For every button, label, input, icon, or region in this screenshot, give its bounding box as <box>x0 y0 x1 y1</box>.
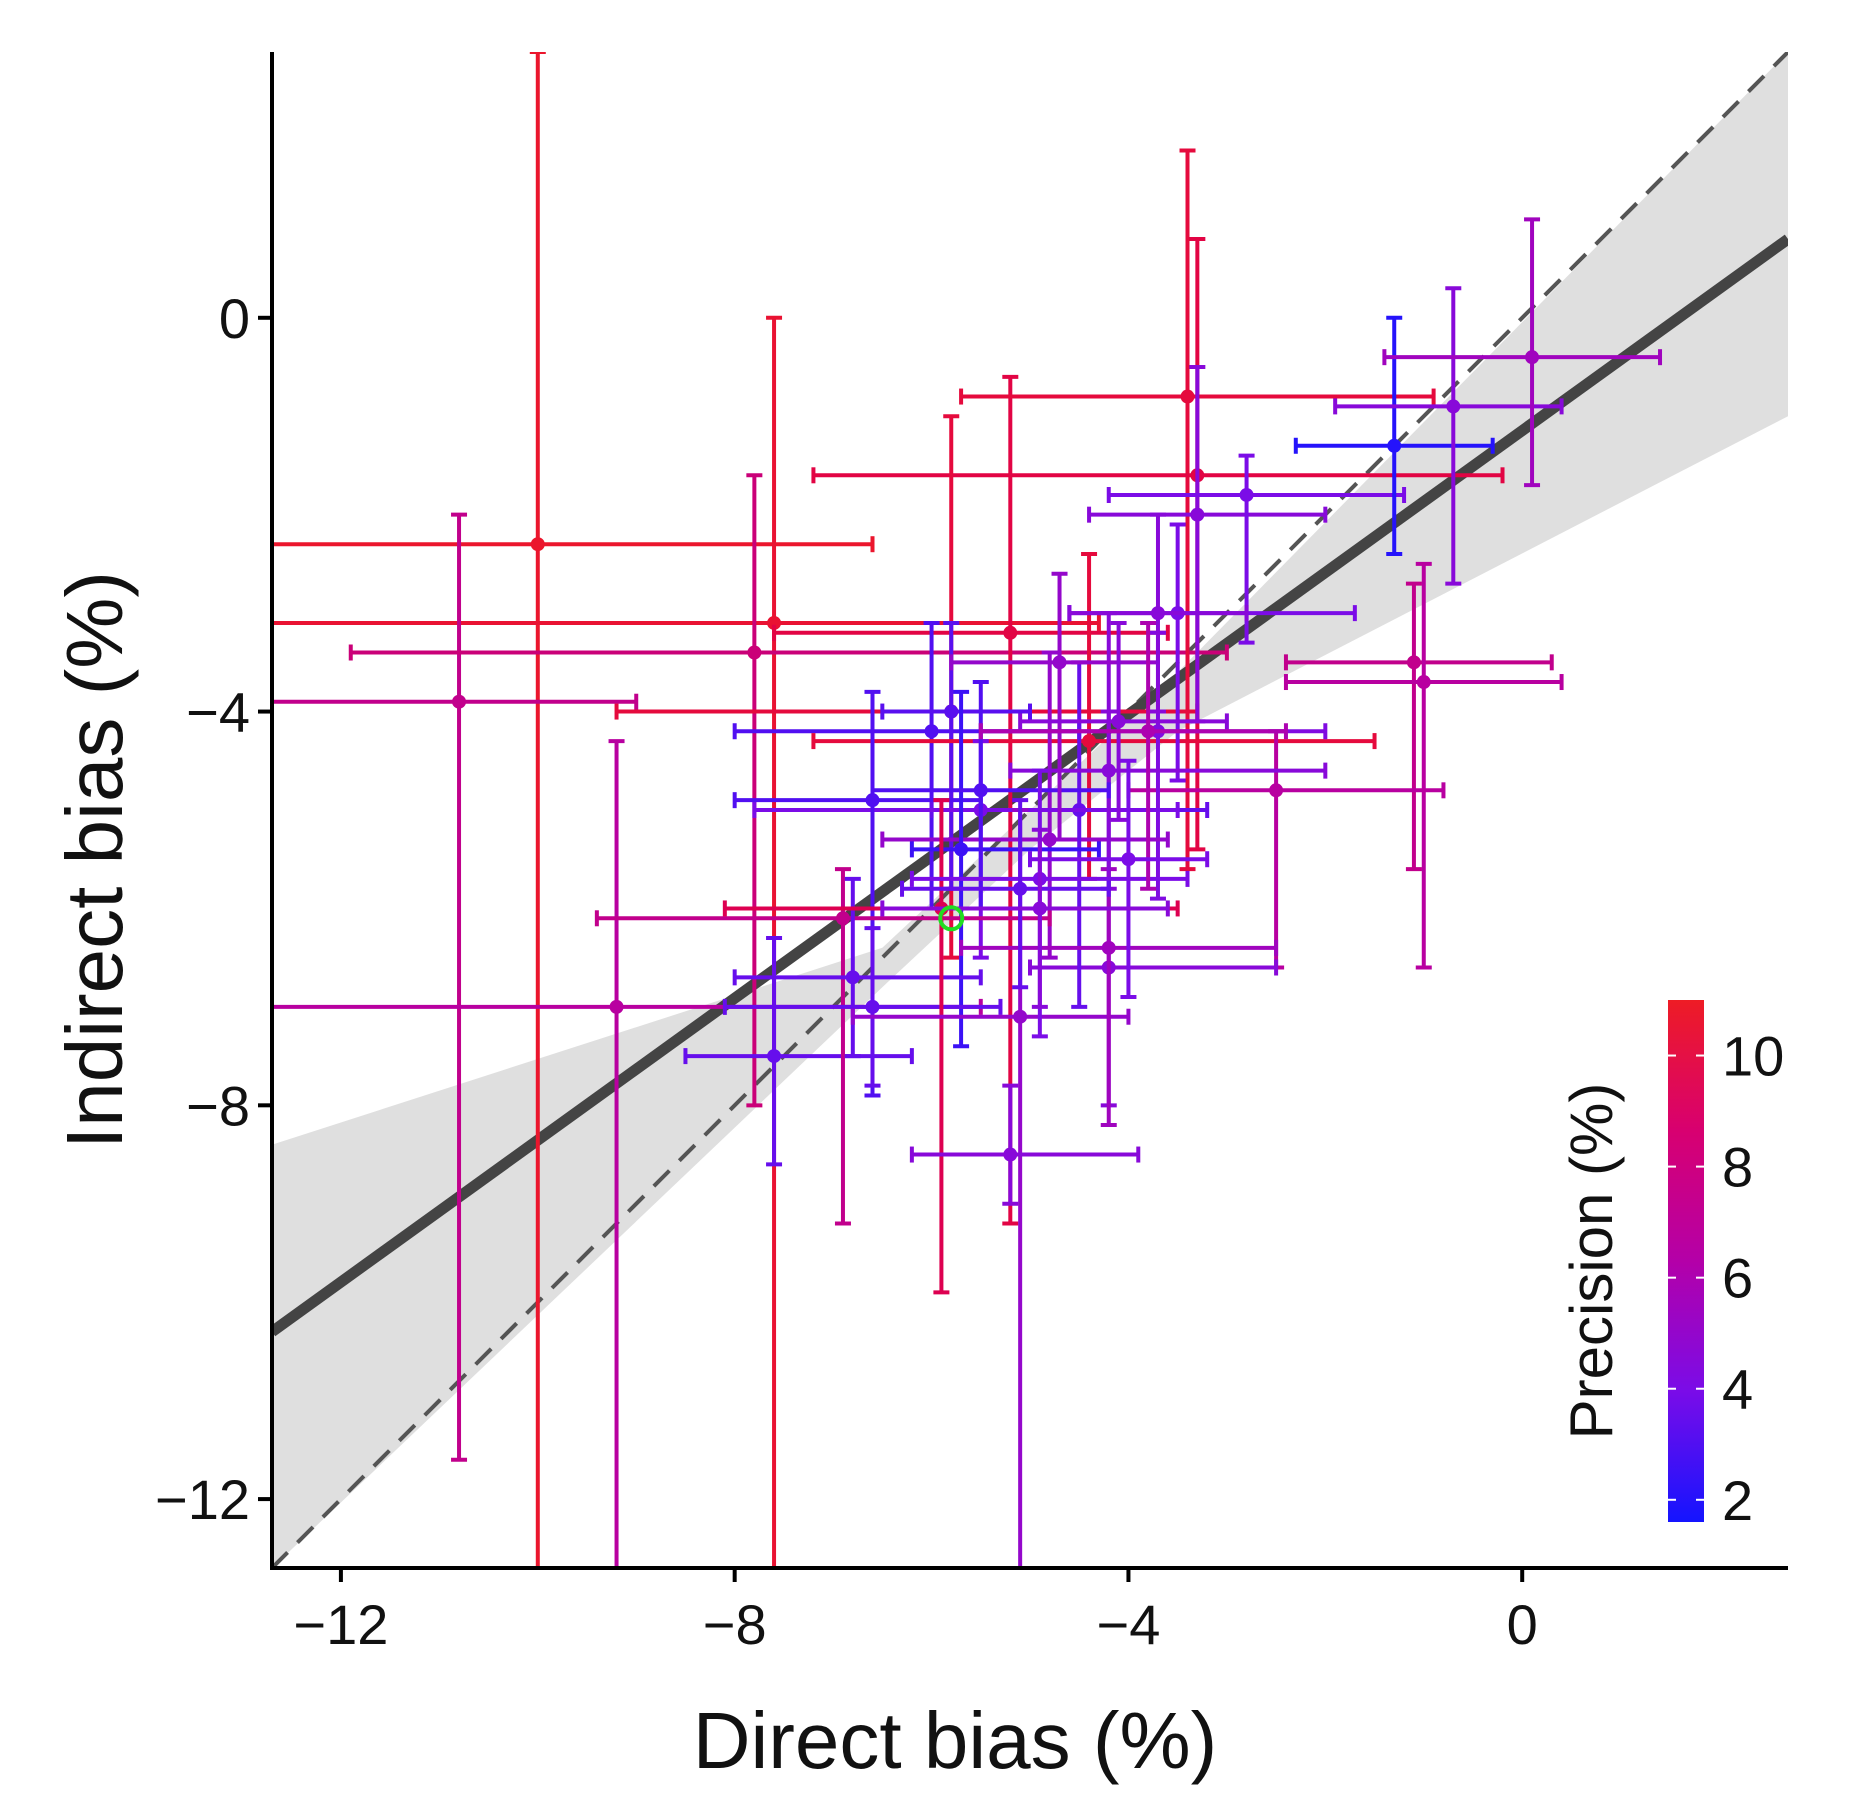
point-marker <box>1101 763 1116 778</box>
point-marker <box>1082 734 1097 749</box>
plot-area <box>272 52 1788 1568</box>
point-marker <box>1446 399 1461 414</box>
data-point <box>909 1083 1141 1206</box>
data-point <box>722 926 1003 1088</box>
colorbar: 2 4 6 8 10 Precision (%) <box>1558 1000 1784 1532</box>
data-point <box>1382 217 1663 488</box>
highlighted-point <box>938 905 965 932</box>
data-points <box>272 52 1663 1568</box>
point-marker <box>767 615 782 630</box>
x-ticks: −12 −8 −4 0 <box>293 1568 1538 1656</box>
data-point <box>959 867 1279 1128</box>
point-marker <box>1416 675 1431 690</box>
point-marker <box>1406 655 1421 670</box>
point-marker <box>835 911 850 926</box>
point-marker <box>954 842 969 857</box>
data-point <box>909 689 1101 1049</box>
colorbar-tick-label: 10 <box>1722 1025 1784 1088</box>
data-point <box>594 867 1052 1226</box>
x-axis-title: Direct bias (%) <box>693 1696 1218 1785</box>
point-marker <box>1013 1009 1028 1024</box>
point-marker <box>1190 507 1205 522</box>
point-marker <box>1180 389 1195 404</box>
data-point <box>272 512 639 1462</box>
point-marker <box>1150 606 1165 621</box>
point-marker <box>1141 724 1156 739</box>
point-marker <box>452 694 467 709</box>
colorbar-tick-label: 4 <box>1722 1358 1753 1421</box>
point-marker <box>1052 655 1067 670</box>
point-marker <box>1121 852 1136 867</box>
data-point <box>1028 758 1210 1000</box>
point-marker <box>609 999 624 1014</box>
y-ticks: −12 −8 −4 0 <box>155 287 272 1531</box>
colorbar-gradient <box>1668 1000 1704 1522</box>
point-marker <box>1101 940 1116 955</box>
data-point <box>348 473 1229 1108</box>
data-point <box>811 552 1377 881</box>
point-marker <box>1525 350 1540 365</box>
point-marker <box>1387 438 1402 453</box>
point-marker <box>530 537 545 552</box>
data-point <box>949 571 1160 842</box>
colorbar-ticks: 2 4 6 8 10 <box>1668 1025 1784 1532</box>
point-marker <box>1032 901 1047 916</box>
x-tick-label: −12 <box>293 1593 388 1656</box>
y-axis-title: Indirect bias (%) <box>50 571 139 1149</box>
point-marker <box>924 724 939 739</box>
regression-line <box>272 234 1788 1337</box>
point-marker <box>1111 714 1126 729</box>
data-point <box>772 374 1170 1226</box>
data-point <box>1018 620 1229 822</box>
point-marker <box>865 793 880 808</box>
point-marker <box>767 1049 782 1064</box>
data-point <box>978 620 1288 891</box>
point-marker <box>1013 881 1028 896</box>
data-point <box>732 620 1082 911</box>
y-tick-label: −8 <box>186 1074 250 1137</box>
x-tick-label: 0 <box>1507 1593 1538 1656</box>
colorbar-title: Precision (%) <box>1558 1083 1625 1440</box>
point-marker <box>1269 783 1284 798</box>
data-point <box>1333 286 1564 586</box>
y-tick-label: 0 <box>219 287 250 350</box>
data-point <box>900 798 1111 990</box>
data-point <box>880 827 1170 1009</box>
colorbar-tick-label: 8 <box>1722 1136 1753 1199</box>
point-marker <box>1003 1147 1018 1162</box>
data-point <box>1087 365 1328 724</box>
point-marker <box>1003 625 1018 640</box>
data-point <box>1067 512 1249 714</box>
point-marker <box>747 645 762 660</box>
point-marker <box>865 999 880 1014</box>
point-marker <box>845 970 860 985</box>
data-point <box>850 808 1131 1568</box>
x-tick-label: −4 <box>1097 1593 1161 1656</box>
y-tick-label: −4 <box>186 681 250 744</box>
colorbar-tick-label: 6 <box>1722 1247 1753 1310</box>
axes: −12 −8 −4 0 −12 −8 −4 0 Direct bias (%) Indire… <box>50 52 1788 1785</box>
point-marker <box>973 783 988 798</box>
point-marker <box>1042 832 1057 847</box>
point-marker <box>944 704 959 719</box>
y-tick-label: −12 <box>155 1468 250 1531</box>
point-marker <box>1239 487 1254 502</box>
data-point <box>1283 561 1564 970</box>
x-tick-label: −8 <box>703 1593 767 1656</box>
colorbar-tick-label: 2 <box>1722 1469 1753 1532</box>
data-point <box>1283 581 1554 872</box>
